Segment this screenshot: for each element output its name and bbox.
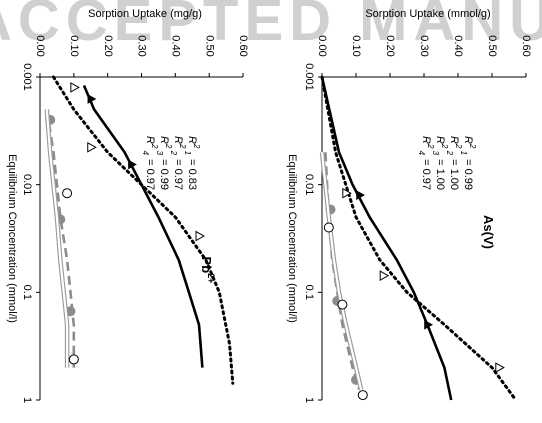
r2-label: R2 4 = 0.97 [141, 136, 159, 190]
conc-axis-label: Equilibrium Concentration (mmol/l) [6, 154, 18, 323]
data-point-triangle [70, 82, 80, 93]
r2-label: R2 2= 1.00 [445, 136, 463, 190]
data-point-open-circle [62, 188, 73, 199]
data-point-open-circle [357, 390, 368, 401]
series-line [52, 75, 235, 385]
data-point-triangle [87, 94, 97, 104]
data-point-open-circle [68, 354, 79, 365]
value-tick-label: 0.20 [102, 35, 114, 56]
r2-value: = 1.00 [448, 159, 460, 190]
r2-power: 2 [192, 143, 201, 149]
data-point-open-circle [337, 299, 348, 310]
r2-symbol: R [158, 136, 170, 144]
conc-tick-label: 0.1 [303, 285, 315, 300]
r2-power: 2 [440, 143, 449, 149]
data-point-triangle [356, 190, 365, 201]
data-point-triangle [495, 362, 505, 373]
data-point-triangle [379, 270, 390, 282]
r2-value: = 0.83 [186, 159, 198, 190]
r2-value: = 1.00 [434, 159, 446, 190]
r2-value: = 0.97 [172, 159, 184, 190]
r2-subscript: 4 [141, 148, 150, 155]
data-point-triangle [424, 319, 433, 330]
conc-tick-label: 0.01 [303, 174, 315, 195]
r2-power: 2 [150, 143, 159, 149]
conc-tick-label: 0.001 [21, 63, 33, 91]
value-axis-label: Sorption Uptake (mmol/g) [365, 8, 490, 20]
value-tick-label: 0.10 [350, 35, 362, 56]
r2-label: R2 1 = 0.83 [183, 136, 201, 190]
r2-label: R2 1 = 0.99 [459, 136, 477, 190]
r2-value: = 0.99 [462, 159, 474, 190]
r2-symbol: R [172, 136, 184, 144]
r2-label: R2 3 = 0.99 [155, 136, 173, 190]
r2-value: = 0.99 [158, 159, 170, 190]
r2-symbol: R [144, 136, 156, 144]
r2-value: = 0.97 [420, 159, 432, 190]
panel-title: As(V) [481, 215, 496, 249]
conc-tick-label: 1 [21, 397, 33, 403]
value-tick-label: 0.40 [452, 35, 464, 56]
value-tick-label: 0.60 [237, 35, 249, 56]
r2-power: 2 [454, 143, 463, 149]
value-tick-label: 0.10 [68, 35, 80, 56]
value-tick-label: 0.40 [169, 35, 181, 56]
r2-subscript: 2 [445, 148, 454, 155]
value-tick-label: 0.30 [136, 35, 148, 56]
r2-subscript: 1 [183, 148, 192, 155]
r2-symbol: R [186, 136, 198, 144]
data-point-triangle [128, 159, 137, 170]
series-line-inner [320, 152, 363, 390]
series-line [45, 109, 76, 368]
r2-power: 2 [164, 143, 173, 149]
value-tick-label: 0.00 [316, 35, 328, 56]
value-tick-label: 0.20 [384, 35, 396, 56]
conc-tick-label: 0.01 [21, 174, 33, 195]
value-tick-label: 0.50 [203, 35, 215, 56]
r2-power: 2 [426, 143, 435, 149]
conc-tick-label: 0.1 [21, 285, 33, 300]
chart-panel: 0.00 0.10 0.20 0.30 0.40 0.50 0.60 0.001 0.01 0.1… [6, 8, 249, 403]
value-tick-label: 0.00 [34, 35, 46, 56]
value-axis-label: Sorption Uptake (mg/g) [88, 8, 202, 20]
r2-label: R2 3 = 1.00 [431, 136, 449, 190]
r2-power: 2 [178, 143, 187, 149]
conc-axis-label: Equilibrium Concentration (mmol/l) [286, 154, 298, 323]
conc-tick-label: 0.001 [303, 63, 315, 91]
series-line [82, 84, 204, 368]
series-line [320, 76, 453, 401]
data-point-triangle [195, 230, 206, 242]
r2-subscript: 4 [417, 148, 426, 155]
data-point-triangle [342, 187, 352, 199]
series-line [320, 75, 518, 402]
r2-subscript: 1 [459, 148, 468, 155]
r2-power: 2 [468, 143, 477, 149]
series-line-inner [45, 109, 69, 368]
panel-title-main: As(V) [481, 215, 496, 249]
r2-symbol: R [420, 136, 432, 144]
r2-symbol: R [462, 136, 474, 144]
data-point-triangle [87, 141, 97, 153]
watermark: ACCEPTED MANUSCRIPT [0, 0, 542, 53]
r2-symbol: R [448, 136, 460, 144]
value-tick-label: 0.30 [418, 35, 430, 56]
panel-title-sup: 2+ [206, 273, 216, 283]
conc-tick-label: 1 [303, 397, 315, 403]
data-point-open-circle [323, 222, 334, 233]
r2-label: R2 2= 0.97 [169, 136, 187, 190]
r2-subscript: 2 [169, 148, 178, 155]
value-tick-label: 0.60 [520, 35, 532, 56]
chart-panel: 0.00 0.10 0.20 0.30 0.40 0.50 0.60 0.001 0.01 0.1… [286, 8, 532, 403]
value-tick-label: 0.50 [486, 35, 498, 56]
r2-label: R2 4 = 0.97 [417, 136, 435, 190]
r2-subscript: 3 [155, 148, 164, 155]
r2-value: = 0.97 [144, 159, 156, 190]
r2-symbol: R [434, 136, 446, 144]
r2-subscript: 3 [431, 148, 440, 155]
